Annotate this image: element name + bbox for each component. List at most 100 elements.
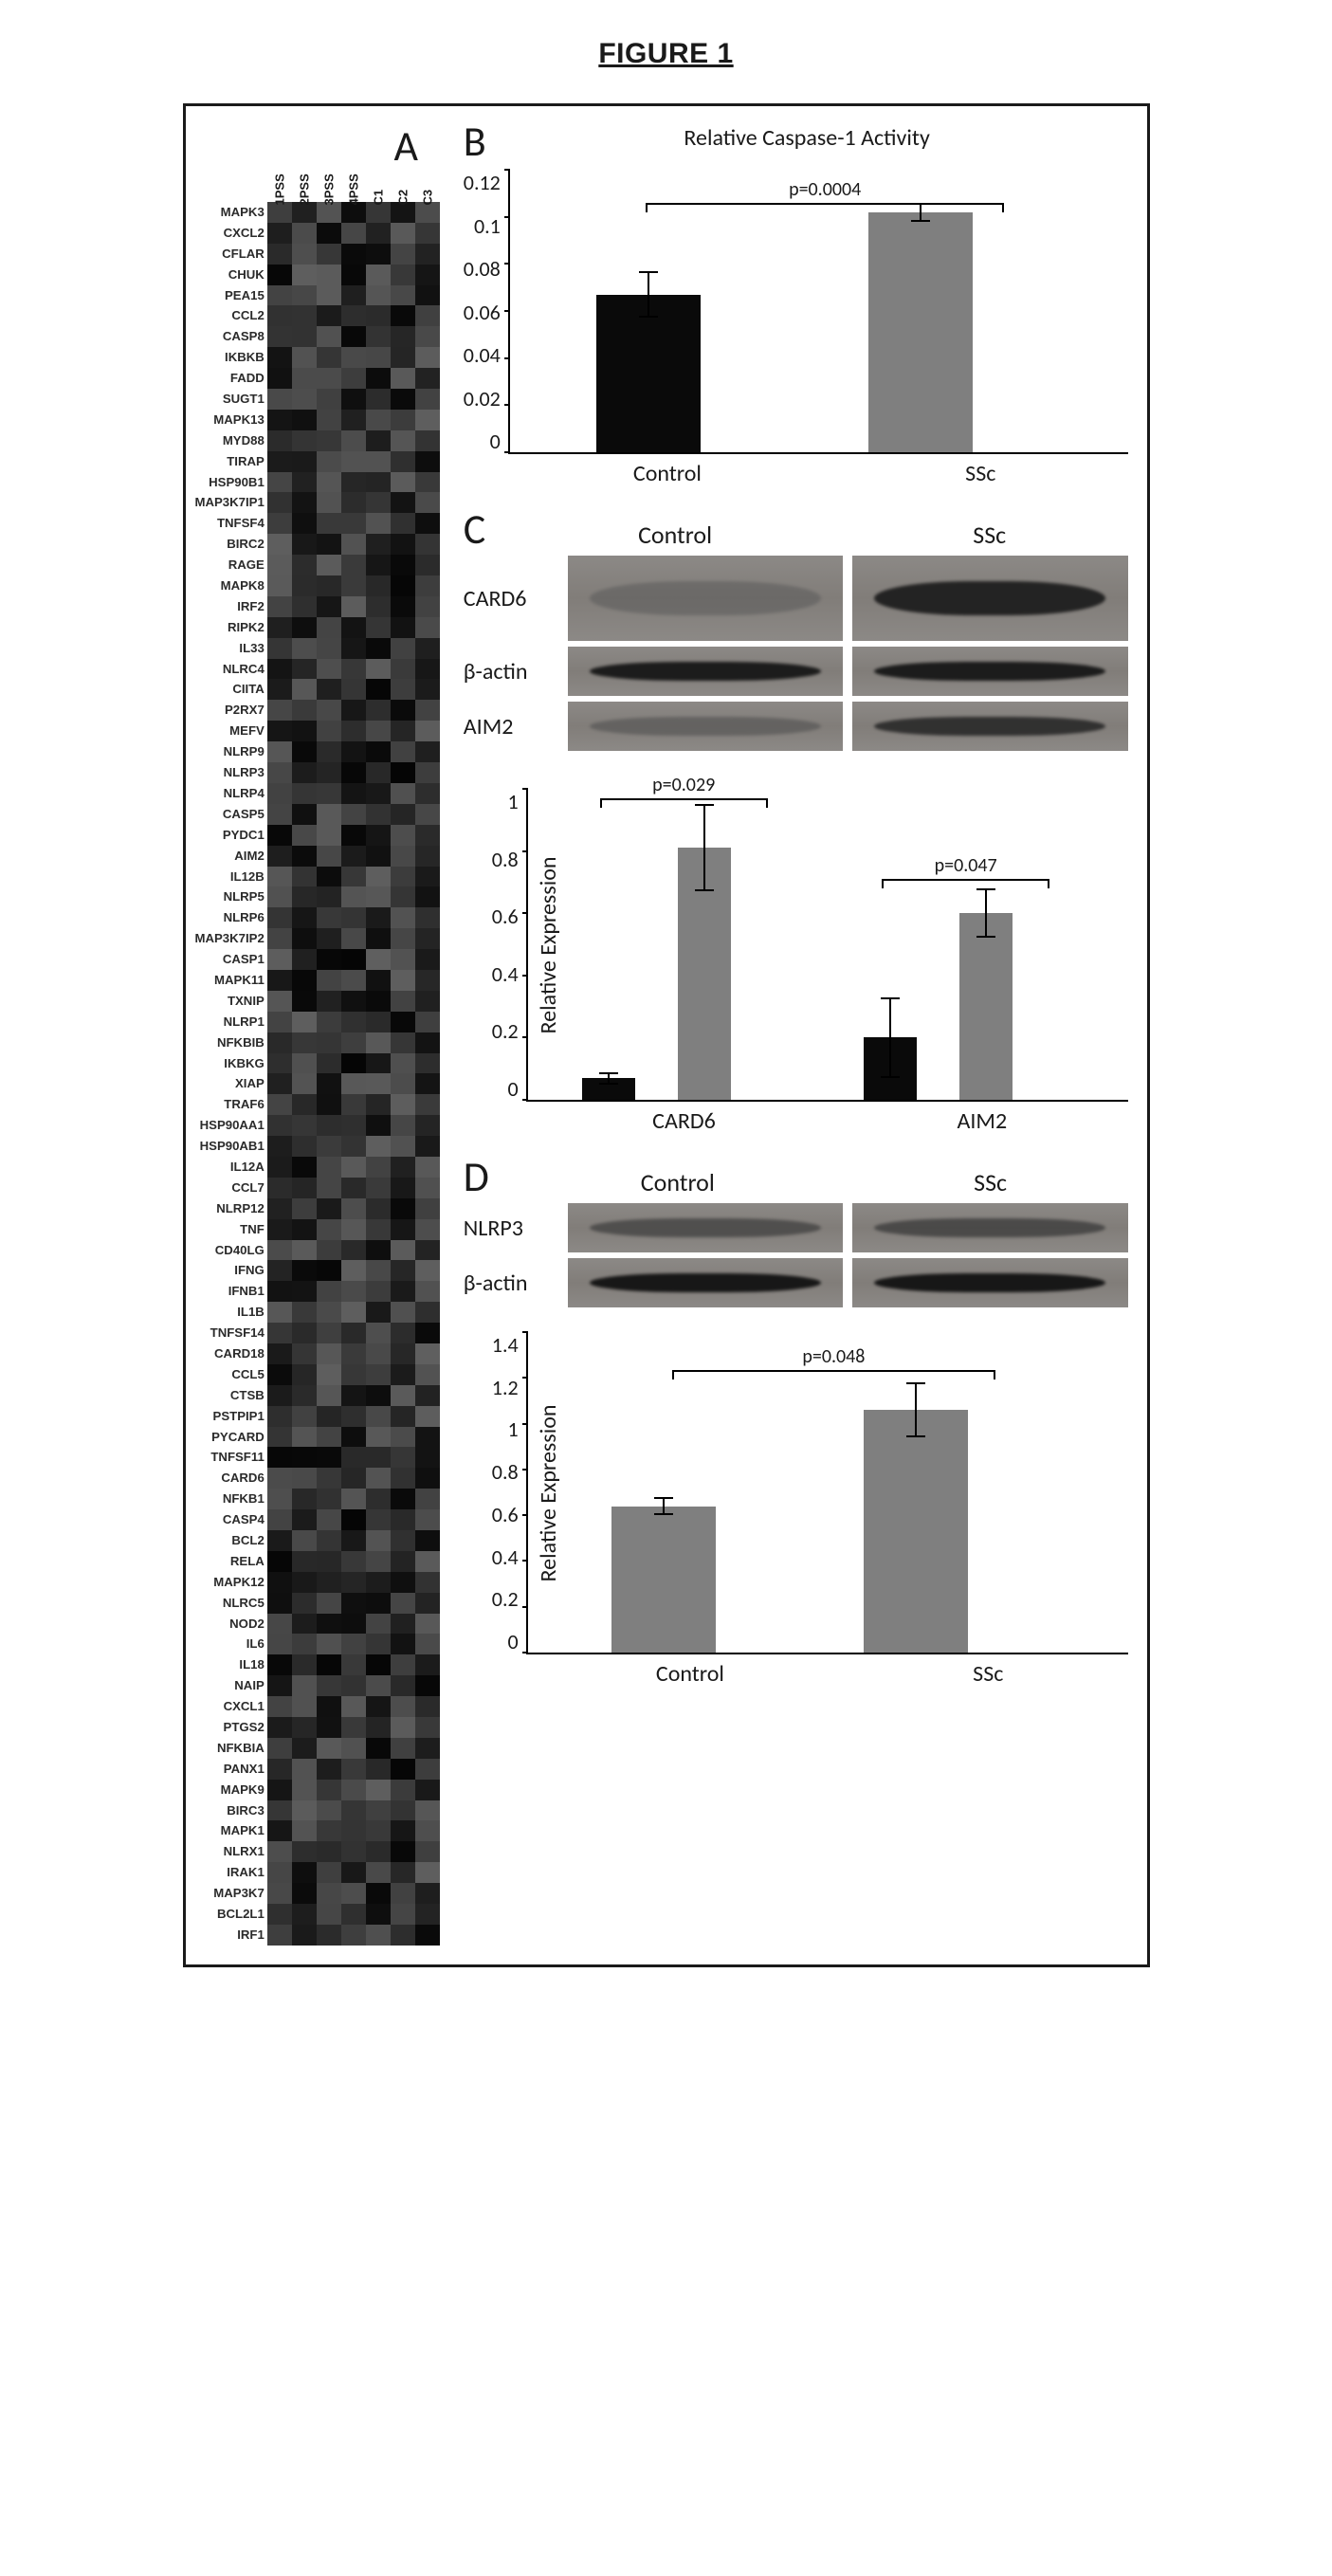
heatmap-cell	[317, 1178, 341, 1198]
ytick: 0.12	[464, 170, 501, 195]
ytick: 0.2	[492, 1018, 519, 1044]
heatmap-cell	[267, 1530, 292, 1551]
gene-label: NLRP1	[224, 1012, 265, 1032]
heatmap-row	[267, 513, 440, 534]
heatmap-cell	[317, 825, 341, 846]
heatmap-cell	[391, 949, 415, 970]
heatmap-cell	[292, 451, 317, 472]
heatmap-cell	[267, 886, 292, 907]
heatmap-cell	[391, 679, 415, 700]
heatmap-cell	[391, 326, 415, 347]
heatmap-cell	[317, 1343, 341, 1364]
panel-d-plot: p=0.048	[526, 1332, 1128, 1654]
heatmap-cell	[415, 326, 440, 347]
heatmap-cell	[292, 1012, 317, 1032]
heatmap-cell	[341, 907, 366, 928]
heatmap-cell	[292, 846, 317, 867]
heatmap-row	[267, 1385, 440, 1406]
gene-label: MEFV	[229, 721, 265, 741]
heatmap-cell	[292, 513, 317, 534]
heatmap-cell	[317, 679, 341, 700]
heatmap-cell	[415, 1925, 440, 1946]
heatmap-cell	[341, 928, 366, 949]
gene-label: NLRP9	[224, 741, 265, 762]
gene-label: HSP90B1	[209, 472, 265, 493]
heatmap-cell	[267, 1800, 292, 1821]
axis-label: Control	[656, 1660, 724, 1688]
heatmap-cell	[292, 949, 317, 970]
heatmap-cell	[341, 1530, 366, 1551]
western-blot-row: β-actin	[464, 647, 1128, 696]
condition-label: Control	[537, 520, 813, 550]
panel-d-yaxis: Relative Expression 1.41.210.80.60.40.20	[464, 1332, 526, 1654]
condition-label: SSc	[853, 1167, 1128, 1197]
heatmap-cell	[317, 1841, 341, 1862]
blot-label: β-actin	[464, 1270, 568, 1297]
heatmap-cell	[292, 326, 317, 347]
gene-label: NFKB1	[223, 1489, 265, 1509]
heatmap-cell	[341, 555, 366, 575]
heatmap-cell	[415, 804, 440, 825]
heatmap-cell	[341, 721, 366, 741]
heatmap-cell	[317, 1738, 341, 1759]
heatmap-cell	[366, 1115, 391, 1136]
heatmap-cell	[366, 638, 391, 659]
heatmap-cell	[267, 1593, 292, 1614]
ytick: 1	[508, 789, 519, 814]
heatmap-cell	[267, 1925, 292, 1946]
heatmap-cell	[317, 638, 341, 659]
heatmap-cell	[391, 1427, 415, 1448]
heatmap-cell	[366, 368, 391, 389]
heatmap-cell	[267, 1302, 292, 1323]
heatmap-cell	[391, 1302, 415, 1323]
heatmap-cell	[415, 1572, 440, 1593]
gene-label: RAGE	[228, 555, 265, 575]
heatmap-row	[267, 596, 440, 617]
heatmap-cell	[341, 1489, 366, 1509]
heatmap-cell	[292, 1800, 317, 1821]
heatmap-cell	[292, 265, 317, 285]
heatmap-cell	[341, 1053, 366, 1074]
heatmap-cell	[415, 1841, 440, 1862]
heatmap-cell	[292, 555, 317, 575]
heatmap-cell	[391, 265, 415, 285]
heatmap-cell	[292, 825, 317, 846]
gene-label: NLRX1	[224, 1841, 265, 1862]
condition-label: SSc	[851, 520, 1128, 550]
panel-c-plot: p=0.029p=0.047	[526, 789, 1128, 1102]
western-blot-row: β-actin	[464, 1258, 1128, 1307]
heatmap-cell	[391, 1468, 415, 1489]
heatmap-cell	[317, 907, 341, 928]
heatmap-cell	[267, 389, 292, 410]
gene-label: IL1B	[237, 1302, 265, 1323]
heatmap-cell	[267, 368, 292, 389]
heatmap-cell	[267, 1468, 292, 1489]
heatmap-cell	[391, 617, 415, 638]
heatmap-cell	[415, 1468, 440, 1489]
heatmap-cell	[341, 492, 366, 513]
western-blot-row: CARD6	[464, 556, 1128, 641]
heatmap-cell	[292, 1219, 317, 1240]
ytick: 1.4	[492, 1332, 519, 1358]
heatmap-cell	[292, 1364, 317, 1385]
heatmap-cell	[317, 575, 341, 596]
heatmap-row	[267, 1136, 440, 1157]
heatmap-row	[267, 1572, 440, 1593]
gene-label: TNF	[240, 1219, 265, 1240]
heatmap-cell	[341, 1219, 366, 1240]
heatmap-cell	[341, 867, 366, 887]
heatmap-cell	[366, 1406, 391, 1427]
heatmap-cell	[267, 285, 292, 306]
heatmap-cell	[267, 1489, 292, 1509]
heatmap-cell	[415, 1406, 440, 1427]
heatmap-cell	[391, 638, 415, 659]
heatmap-cell	[292, 638, 317, 659]
heatmap-cell	[317, 1489, 341, 1509]
heatmap-cell	[292, 410, 317, 430]
heatmap-cell	[391, 700, 415, 721]
blot-band	[590, 1273, 821, 1293]
heatmap-row	[267, 1302, 440, 1323]
heatmap-cell	[267, 679, 292, 700]
heatmap-cell	[341, 1696, 366, 1717]
heatmap-cell	[341, 1800, 366, 1821]
